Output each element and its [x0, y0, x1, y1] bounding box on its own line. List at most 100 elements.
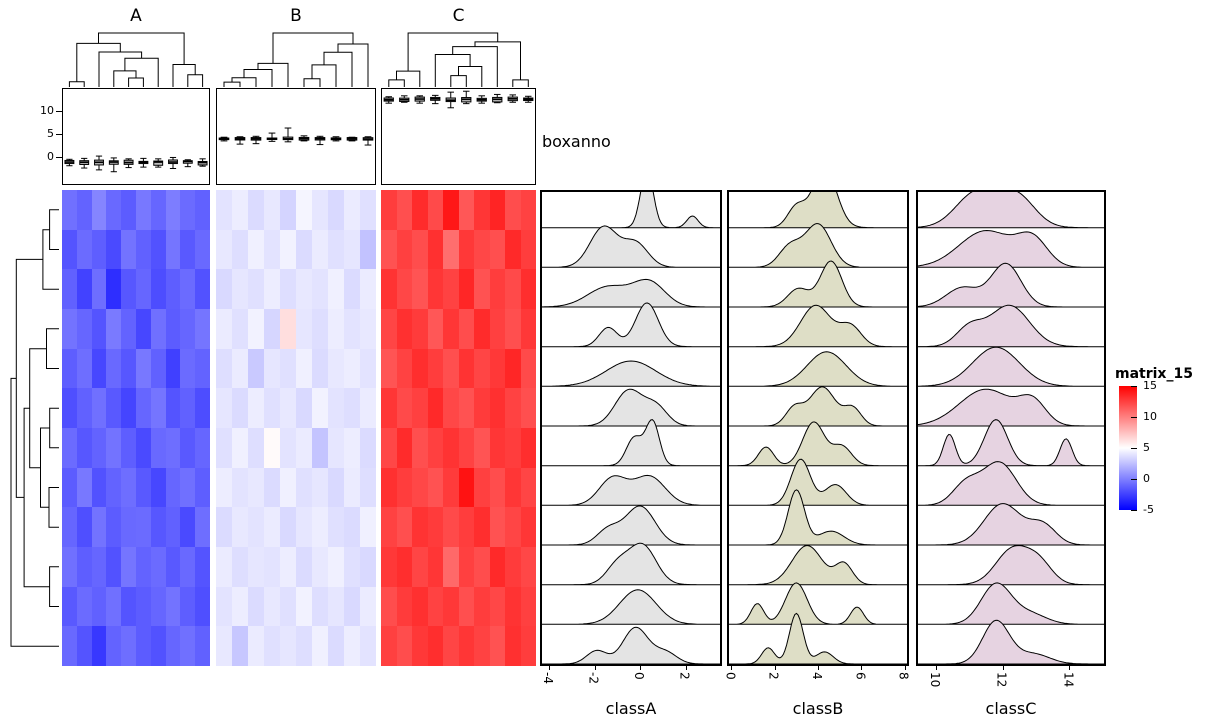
heatmap-cell [180, 586, 196, 628]
legend-tick-label: 0 [1143, 472, 1150, 485]
heatmap-cell [443, 309, 460, 350]
heatmap-cell [296, 626, 313, 666]
heatmap-cell [62, 190, 78, 231]
heatmap-cell [280, 507, 297, 548]
density-ridge [916, 229, 1106, 268]
heatmap-cell [76, 190, 93, 231]
heatmap-cell [248, 229, 265, 271]
x-axis-tick-label: 10 [928, 672, 942, 688]
heatmap-cell [248, 388, 265, 429]
heatmap-cell [216, 626, 233, 666]
x-axis-tick [594, 666, 596, 670]
heatmap-cell [489, 507, 506, 548]
heatmap-cell [474, 388, 491, 429]
heatmap-cell [296, 348, 313, 390]
heatmap-cell [520, 229, 536, 271]
heatmap-cell [312, 547, 329, 588]
heatmap-cell [505, 507, 522, 548]
heatmap-cell [232, 348, 249, 390]
legend-tick-label: 10 [1143, 410, 1157, 423]
heatmap-cell [474, 467, 491, 509]
density-ridge [727, 190, 909, 229]
boxplot-axis-tick [56, 157, 62, 158]
x-axis-tick [774, 666, 776, 670]
heatmap-cell [150, 428, 167, 469]
heatmap-cell [312, 269, 329, 310]
heatmap-cell [62, 547, 78, 588]
heatmap-cell [505, 586, 522, 628]
heatmap-cell [344, 190, 361, 231]
heatmap-cell [474, 507, 491, 548]
heatmap-cell [427, 507, 444, 548]
heatmap-cell [280, 626, 297, 666]
heatmap-cell [232, 428, 249, 469]
x-axis-tick [640, 666, 642, 670]
heatmap-cell [195, 190, 210, 231]
heatmap-cell [165, 586, 182, 628]
heatmap-cell [232, 626, 249, 666]
heatmap-cell [91, 626, 108, 666]
heatmap-cell [296, 190, 313, 231]
heatmap-cell [443, 547, 460, 588]
density-ridge [916, 190, 1106, 229]
heatmap-cell [381, 190, 398, 231]
heatmap-cell [427, 586, 444, 628]
heatmap-cell [121, 190, 137, 231]
heatmap-cell [216, 348, 233, 390]
heatmap-cell [216, 467, 233, 509]
x-axis-tick-label: 6 [853, 672, 868, 680]
density-ridge [916, 582, 1106, 625]
heatmap-cell [427, 626, 444, 666]
heatmap-cell [280, 309, 297, 350]
heatmap-cell [121, 229, 137, 271]
x-axis-tick [1069, 666, 1071, 670]
heatmap-cell [195, 428, 210, 469]
heatmap-cell [248, 626, 265, 666]
x-axis-tick [731, 666, 733, 670]
heatmap-cell [520, 428, 536, 469]
heatmap-cell [381, 388, 398, 429]
heatmap-cell [312, 507, 329, 548]
heatmap-cell [328, 586, 345, 628]
heatmap-cell [328, 467, 345, 509]
heatmap-cell [106, 586, 122, 628]
heatmap-cell [248, 269, 265, 310]
heatmap-cell [195, 269, 210, 310]
heatmap-cell [91, 586, 108, 628]
column-group-title-b: B [290, 6, 302, 26]
heatmap-cell [505, 309, 522, 350]
x-axis-tick [904, 666, 906, 670]
heatmap-cell [381, 348, 398, 390]
heatmap-cell [427, 428, 444, 469]
heatmap-cell [150, 507, 167, 548]
column-dendrogram-b [223, 32, 369, 87]
heatmap-cell [62, 269, 78, 310]
heatmap-cell [360, 467, 376, 509]
heatmap-cell [62, 388, 78, 429]
heatmap-cell [150, 547, 167, 588]
heatmap-cell [165, 229, 182, 271]
x-axis-tick [1002, 666, 1004, 670]
heatmap-cell [505, 190, 522, 231]
heatmap-cell [360, 309, 376, 350]
density-ridge [916, 545, 1106, 586]
heatmap-cell [76, 388, 93, 429]
legend-tick-label: -5 [1143, 503, 1154, 516]
heatmap-cell [474, 348, 491, 390]
heatmap-cell [216, 309, 233, 350]
heatmap-cell [312, 348, 329, 390]
heatmap-cell [280, 190, 297, 231]
heatmap-cell [396, 229, 413, 271]
heatmap-cell [489, 547, 506, 588]
legend-tick [1131, 479, 1137, 480]
heatmap-cell [165, 428, 182, 469]
heatmap-cell [195, 229, 210, 271]
heatmap-cell [489, 586, 506, 628]
density-ridge [727, 304, 909, 348]
heatmap-cell [344, 626, 361, 666]
heatmap-cell [62, 586, 78, 628]
heatmap-cell [427, 467, 444, 509]
heatmap-cell [489, 190, 506, 231]
heatmap-cell [106, 348, 122, 390]
heatmap-cell [427, 348, 444, 390]
